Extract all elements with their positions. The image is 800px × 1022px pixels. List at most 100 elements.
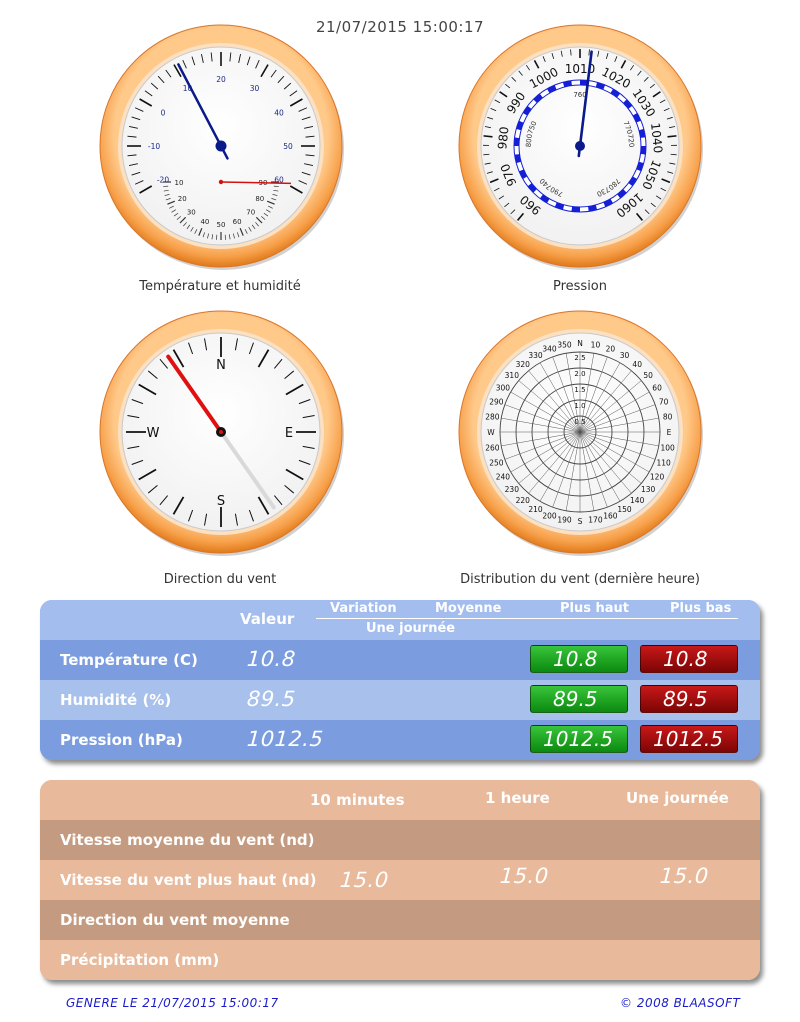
pressure-ring-segment xyxy=(571,206,580,212)
pressure-tick xyxy=(667,171,674,174)
low-value-badge: 10.8 xyxy=(640,645,738,673)
temperature-tick xyxy=(139,185,153,194)
temperature-tick xyxy=(305,135,315,138)
table-row-temperature: Température (C) 10.8 10.8 10.8 xyxy=(40,640,760,680)
pressure-ring-segment xyxy=(519,169,528,179)
distribution-radius-label: 1.5 xyxy=(574,386,585,394)
temperature-tick-label: -20 xyxy=(157,176,169,185)
one-hour-header: 1 heure xyxy=(485,789,550,807)
wind-needle-hub-center xyxy=(219,430,223,434)
humidity-tick-label: 50 xyxy=(217,221,226,229)
pressure-tick xyxy=(518,70,523,76)
distribution-angle-label: 340 xyxy=(542,344,557,353)
pressure-ring-segment xyxy=(640,137,646,146)
pressure-tick xyxy=(649,83,655,89)
pressure-tick xyxy=(505,83,511,89)
temperature-tick xyxy=(289,98,303,107)
pressure-tick xyxy=(637,70,642,76)
humidity-tick xyxy=(263,212,269,217)
pressure-tick xyxy=(661,178,671,184)
high-value-badge: 1012.5 xyxy=(530,725,628,753)
humidity-tick xyxy=(266,209,271,213)
temperature-tick xyxy=(173,64,182,78)
distribution-radius-label: 2.5 xyxy=(574,354,585,362)
pressure-tick xyxy=(560,50,563,57)
temperature-tick xyxy=(134,180,144,185)
distribution-angle-label: 50 xyxy=(643,371,653,380)
compass-tick xyxy=(204,513,208,526)
ten-minutes-cell: 15.0 xyxy=(339,868,390,892)
value-cell: 1012.5 xyxy=(246,727,325,751)
distribution-spoke xyxy=(579,431,659,447)
humidity-tick xyxy=(165,198,171,201)
pressure-tick xyxy=(542,56,546,63)
copyright-link[interactable]: © 2008 Blaasoft xyxy=(620,996,741,1010)
pressure-ring-segment xyxy=(547,198,557,207)
temperature-tick xyxy=(283,82,292,90)
distribution-spoke xyxy=(518,431,581,484)
pressure-ring-segment xyxy=(522,105,532,116)
temperature-tick xyxy=(134,107,144,112)
distribution-angle-label: 220 xyxy=(516,496,531,505)
pressure-tick xyxy=(669,126,676,129)
compass-tick xyxy=(131,399,144,405)
pressure-ring-segment xyxy=(519,113,528,123)
humidity-tick-label: 60 xyxy=(233,218,242,226)
distribution-angle-label: 130 xyxy=(641,485,656,494)
compass-tick xyxy=(127,445,140,449)
pressure-needle xyxy=(577,50,593,158)
high-header: Plus haut xyxy=(560,601,629,616)
humidity-tick xyxy=(207,233,209,239)
compass-tick xyxy=(147,370,158,380)
humidity-tick xyxy=(268,205,273,209)
distribution-angle-label: 20 xyxy=(606,344,616,353)
humidity-tick xyxy=(255,222,259,227)
pressure-tick xyxy=(494,99,501,104)
wind-header-row: 10 minutes 1 heure Une journée xyxy=(40,780,760,820)
temperature-tick xyxy=(182,59,187,69)
distribution-spoke xyxy=(579,380,642,433)
pressure-ring-segment xyxy=(539,88,550,98)
temperature-needle-hub xyxy=(215,140,227,152)
wind-needle-tail xyxy=(219,430,276,510)
temperature-tick-label: 40 xyxy=(274,109,284,118)
distribution-spoke xyxy=(579,356,608,433)
wind-panel: 10 minutes 1 heure Une journée Vitesse m… xyxy=(40,780,760,980)
temperature-tick xyxy=(301,116,311,121)
variation-header: Variation xyxy=(330,601,397,616)
temperature-tick-label: 10 xyxy=(183,84,193,93)
pressure-tick xyxy=(493,187,500,192)
average-header: Moyenne xyxy=(435,601,502,616)
pressure-ring-inline xyxy=(518,84,642,208)
distribution-angle-label: 350 xyxy=(557,340,572,349)
compass-tick xyxy=(285,468,304,481)
high-value-badge: 10.8 xyxy=(530,645,628,673)
humidity-tick xyxy=(211,234,214,240)
compass-tick xyxy=(284,484,295,494)
pressure-tick xyxy=(510,209,516,215)
period-header: Une journée xyxy=(366,621,456,636)
pressure-tick xyxy=(605,53,609,59)
compass-tick xyxy=(147,484,158,494)
table-row-average-direction: Direction du vent moyenne xyxy=(40,900,760,940)
temperature-tick xyxy=(150,82,159,90)
distribution-spoke xyxy=(579,431,656,460)
humidity-tick xyxy=(244,229,248,234)
temperature-tick xyxy=(128,126,138,129)
humidity-tick-label: 70 xyxy=(246,209,255,217)
temperature-tick xyxy=(139,98,153,107)
pressure-tick xyxy=(620,59,627,69)
pressure-tick xyxy=(511,76,517,82)
humidity-needle-hub xyxy=(218,179,224,185)
compass-tick xyxy=(248,509,254,522)
humidity-tick-label: 10 xyxy=(175,179,184,187)
pressure-ring-segment xyxy=(514,146,520,155)
wind-distribution-gauge: N 10 20 30 40 50 60 70 80 E 100 110 120 130 140 150 160 1… xyxy=(456,308,704,556)
temperature-tick xyxy=(277,75,285,84)
distribution-angle-label: 230 xyxy=(505,485,520,494)
pressure-tick xyxy=(597,50,600,57)
distribution-spoke xyxy=(528,370,581,433)
humidity-tick xyxy=(272,194,278,196)
pressure-ring-outline xyxy=(513,79,647,213)
pressure-tick xyxy=(517,212,525,221)
